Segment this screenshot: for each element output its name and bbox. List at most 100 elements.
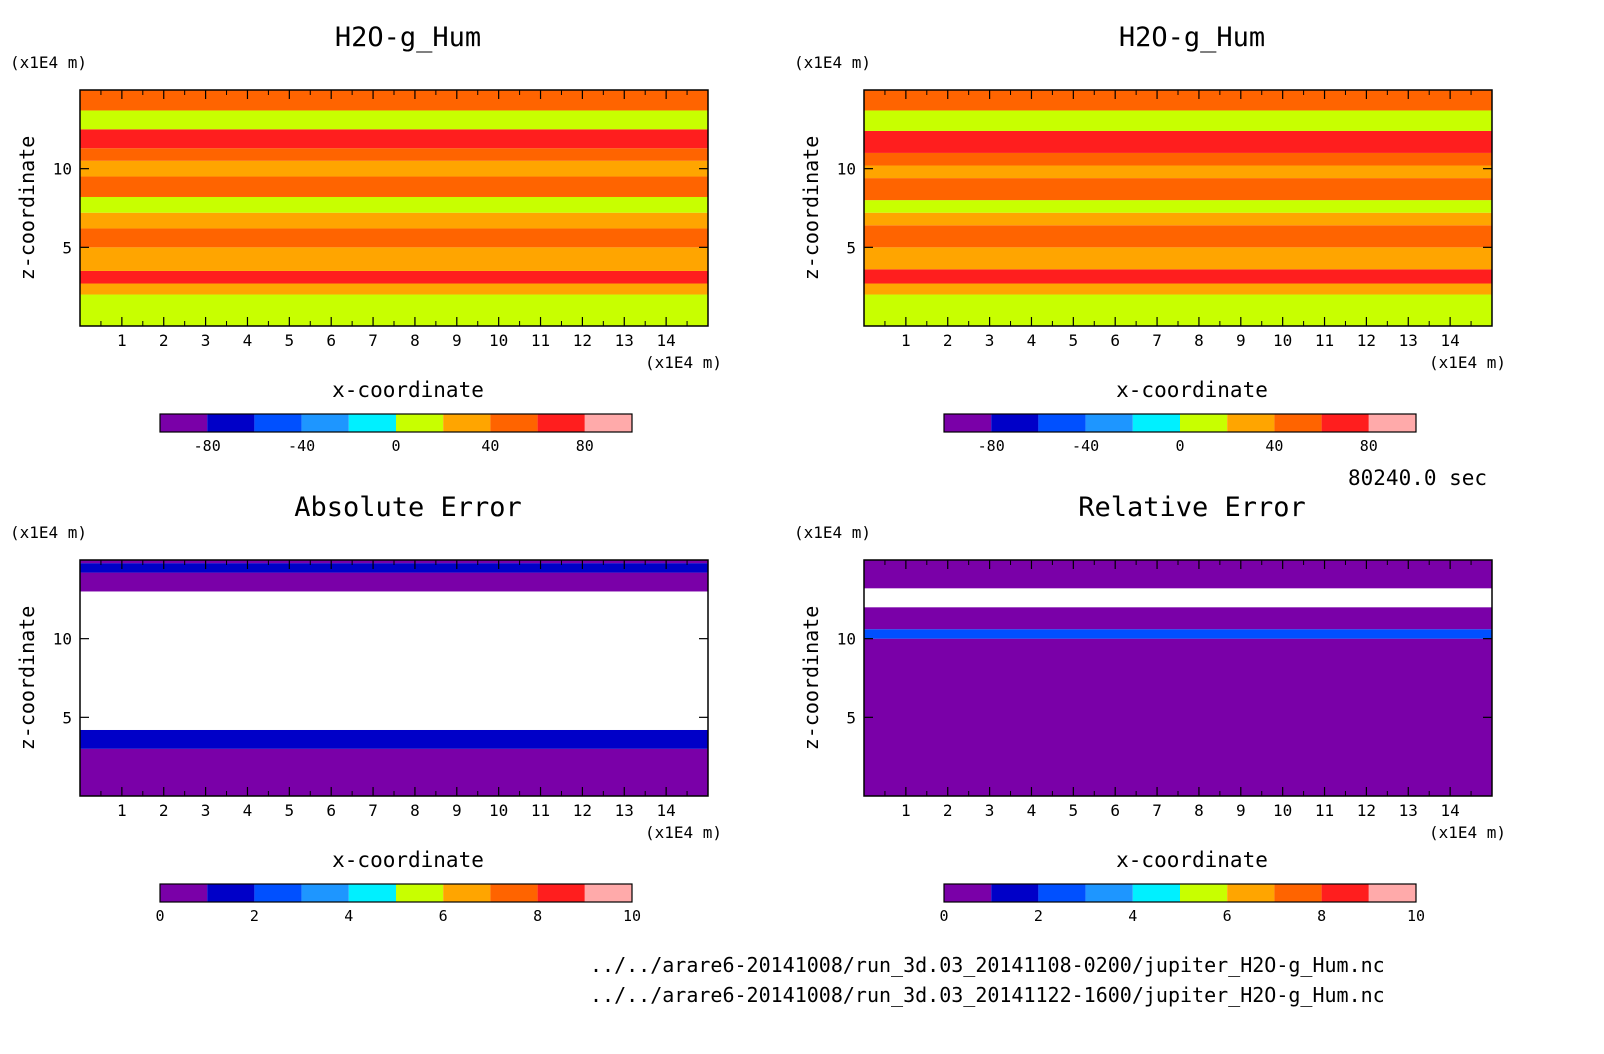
x-axis-label-3: x-coordinate	[332, 848, 484, 872]
x-tick-label-1-8: 8	[410, 331, 420, 350]
x-tick-label-3-11: 11	[531, 801, 550, 820]
y-unit-label-2: (x1E4 m)	[794, 53, 871, 72]
y-tick-label-4-10: 10	[837, 630, 856, 649]
x-axis-label-2: x-coordinate	[1116, 378, 1268, 402]
contour-band-1-7	[80, 196, 708, 213]
x-tick-label-1-13: 13	[615, 331, 634, 350]
contour-band-3-3	[80, 591, 708, 730]
x-tick-label-3-14: 14	[657, 801, 676, 820]
x-tick-label-4-1: 1	[901, 801, 911, 820]
colorbar-tick-label-3-10: 10	[623, 907, 641, 925]
x-unit-label-4: (x1E4 m)	[1429, 823, 1506, 842]
contour-band-3-2	[80, 729, 708, 749]
contour-band-4-3	[864, 607, 1492, 630]
colorbar-swatch-4-9	[1321, 884, 1369, 902]
colorbar-swatch-2-8	[1274, 414, 1322, 432]
x-tick-label-1-4: 4	[243, 331, 253, 350]
x-tick-label-2-1: 1	[901, 331, 911, 350]
colorbar-tick-label-2-40: 40	[1265, 437, 1283, 455]
colorbar-swatch-1-6	[396, 414, 444, 432]
contour-band-1-11	[80, 129, 708, 149]
colorbar-swatch-3-6	[396, 884, 444, 902]
x-tick-label-4-14: 14	[1441, 801, 1460, 820]
x-axis-label-4: x-coordinate	[1116, 848, 1268, 872]
x-tick-label-1-6: 6	[326, 331, 336, 350]
colorbar-tick-label-4-10: 10	[1407, 907, 1425, 925]
colorbar-tick-label-1--80: -80	[194, 437, 221, 455]
y-unit-label-3: (x1E4 m)	[10, 523, 87, 542]
x-tick-label-4-4: 4	[1027, 801, 1037, 820]
contour-band-1-6	[80, 212, 708, 229]
colorbar-swatch-1-5	[348, 414, 396, 432]
colorbar-tick-label-3-6: 6	[439, 907, 448, 925]
colorbar-tick-label-4-2: 2	[1034, 907, 1043, 925]
x-tick-label-3-9: 9	[452, 801, 462, 820]
x-tick-label-2-10: 10	[1273, 331, 1292, 350]
contour-band-1-5	[80, 228, 708, 248]
x-tick-label-2-9: 9	[1236, 331, 1246, 350]
colorbar-swatch-1-2	[207, 414, 255, 432]
colorbar-frame-3	[159, 883, 633, 903]
colorbar-tick-label-1-80: 80	[576, 437, 594, 455]
colorbar-swatch-3-10	[584, 884, 632, 902]
colorbar-swatch-1-8	[490, 414, 538, 432]
x-tick-label-2-7: 7	[1152, 331, 1162, 350]
colorbar-swatch-4-7	[1227, 884, 1275, 902]
x-axis-label-1: x-coordinate	[332, 378, 484, 402]
x-tick-label-4-6: 6	[1110, 801, 1120, 820]
contour-band-3-5	[80, 563, 708, 573]
x-tick-label-1-14: 14	[657, 331, 676, 350]
chart-title-1: H2O-g_Hum	[335, 22, 481, 53]
x-tick-label-4-8: 8	[1194, 801, 1204, 820]
x-tick-label-1-2: 2	[159, 331, 169, 350]
file-path-1: ../../arare6-20141008/run_3d.03_20141108…	[590, 953, 1385, 977]
time-label: 80240.0 sec	[1348, 466, 1488, 490]
x-unit-label-3: (x1E4 m)	[645, 823, 722, 842]
x-tick-label-3-12: 12	[573, 801, 592, 820]
contour-band-2-5	[864, 225, 1492, 248]
contour-band-2-8	[864, 178, 1492, 201]
y-tick-label-1-5: 5	[62, 238, 72, 257]
colorbar-tick-label-3-0: 0	[155, 907, 164, 925]
file-path-2: ../../arare6-20141008/run_3d.03_20141122…	[590, 983, 1385, 1007]
y-unit-label-1: (x1E4 m)	[10, 53, 87, 72]
colorbar-tick-label-4-6: 6	[1223, 907, 1232, 925]
colorbar-swatch-1-3	[254, 414, 302, 432]
contour-band-2-6	[864, 212, 1492, 226]
colorbar-swatch-3-2	[207, 884, 255, 902]
x-tick-label-3-10: 10	[489, 801, 508, 820]
colorbar-swatch-1-1	[160, 414, 208, 432]
x-tick-label-4-7: 7	[1152, 801, 1162, 820]
colorbar-swatch-3-9	[537, 884, 585, 902]
colorbar-swatch-2-7	[1227, 414, 1275, 432]
colorbar-tick-label-1--40: -40	[288, 437, 315, 455]
colorbar-frame-1	[159, 413, 633, 433]
contour-band-2-2	[864, 283, 1492, 295]
x-tick-label-3-2: 2	[159, 801, 169, 820]
colorbar-swatch-2-10	[1368, 414, 1416, 432]
contour-band-3-4	[80, 572, 708, 592]
contour-band-4-1	[864, 638, 1492, 796]
x-unit-label-1: (x1E4 m)	[645, 353, 722, 372]
colorbar-swatch-4-2	[991, 884, 1039, 902]
contour-band-1-8	[80, 176, 708, 197]
y-tick-label-4-5: 5	[846, 708, 856, 727]
x-tick-label-1-1: 1	[117, 331, 127, 350]
colorbar-swatch-4-3	[1038, 884, 1086, 902]
x-tick-label-4-13: 13	[1399, 801, 1418, 820]
x-tick-label-3-6: 6	[326, 801, 336, 820]
colorbar-swatch-3-3	[254, 884, 302, 902]
contour-band-1-12	[80, 110, 708, 130]
x-tick-label-3-7: 7	[368, 801, 378, 820]
x-tick-label-2-12: 12	[1357, 331, 1376, 350]
x-tick-label-2-8: 8	[1194, 331, 1204, 350]
y-tick-label-1-10: 10	[53, 160, 72, 179]
x-tick-label-2-4: 4	[1027, 331, 1037, 350]
x-tick-label-2-2: 2	[943, 331, 953, 350]
x-tick-label-1-9: 9	[452, 331, 462, 350]
x-tick-label-3-3: 3	[201, 801, 211, 820]
y-axis-label-4: z-coordinate	[799, 606, 823, 751]
x-tick-label-4-9: 9	[1236, 801, 1246, 820]
colorbar-swatch-2-3	[1038, 414, 1086, 432]
